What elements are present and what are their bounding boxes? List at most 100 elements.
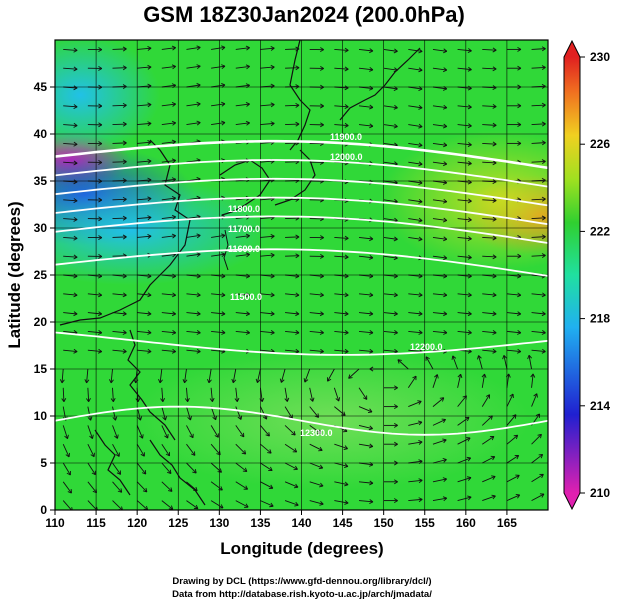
- wind-arrowhead: [171, 273, 177, 279]
- wind-arrowhead: [295, 273, 300, 279]
- wind-arrow: [211, 65, 226, 69]
- wind-arrowhead: [467, 160, 472, 166]
- wind-arrow: [309, 312, 324, 315]
- wind-arrow: [358, 406, 373, 413]
- wind-arrowhead: [527, 354, 533, 360]
- wind-arrow: [408, 105, 423, 109]
- wind-arrow: [482, 142, 497, 145]
- wind-arrowhead: [196, 292, 201, 298]
- wind-arrowhead: [64, 434, 69, 440]
- wind-arrow: [408, 400, 422, 408]
- wind-arrow: [531, 312, 546, 315]
- wind-arrow: [211, 46, 226, 50]
- wind-arrowhead: [488, 415, 493, 420]
- wind-arrowhead: [147, 311, 152, 317]
- wind-arrowhead: [98, 159, 103, 165]
- wind-arrowhead: [492, 216, 497, 222]
- wind-arrowhead: [73, 254, 78, 260]
- wind-arrowhead: [97, 311, 103, 317]
- figure-title: GSM 18Z30Jan2024 (200.0hPa): [143, 2, 465, 27]
- wind-arrowhead: [344, 254, 349, 260]
- wind-arrow: [285, 255, 300, 257]
- wind-arrow: [211, 234, 226, 238]
- wind-arrowhead: [369, 461, 374, 467]
- wind-arrowhead: [320, 235, 324, 241]
- wind-arrow: [408, 142, 423, 146]
- wind-arrowhead: [73, 292, 78, 298]
- wind-arrowhead: [541, 46, 546, 52]
- wind-arrow: [63, 86, 78, 89]
- wind-arrowhead: [492, 235, 497, 241]
- wind-arrowhead: [467, 273, 472, 279]
- wind-arrowhead: [394, 441, 398, 447]
- wind-arrow: [161, 312, 176, 315]
- wind-arrowhead: [492, 160, 497, 166]
- wind-arrowhead: [369, 123, 374, 129]
- wind-arrowhead: [147, 196, 152, 202]
- wind-arrow: [457, 395, 467, 407]
- wind-arrowhead: [73, 198, 78, 204]
- wind-arrow: [482, 199, 497, 202]
- wind-arrowhead: [318, 446, 323, 452]
- wind-arrowhead: [139, 434, 144, 439]
- contour-label-11700: 11700.0: [228, 224, 260, 234]
- wind-arrow: [186, 197, 201, 201]
- wind-arrow: [235, 47, 250, 50]
- wind-arrowhead: [219, 504, 224, 509]
- wind-arrow: [531, 473, 544, 483]
- wind-arrowhead: [196, 120, 201, 126]
- wind-arrow: [408, 330, 423, 334]
- wind-arrow: [457, 374, 462, 388]
- wind-arrow: [112, 312, 127, 315]
- wind-arrowhead: [320, 122, 324, 128]
- wind-arrow: [260, 330, 275, 334]
- wind-arrow: [63, 312, 78, 315]
- wind-arrow: [235, 235, 250, 238]
- wind-arrow: [432, 86, 447, 90]
- wind-arrowhead: [539, 493, 545, 498]
- wind-arrow: [62, 425, 68, 439]
- wind-arrowhead: [221, 273, 226, 279]
- wind-arrow: [531, 160, 546, 163]
- wind-arrow: [531, 433, 542, 445]
- wind-arrow: [334, 443, 348, 450]
- wind-arrowhead: [368, 425, 373, 431]
- wind-arrowhead: [425, 356, 430, 361]
- wind-arrowhead: [171, 292, 177, 298]
- wind-arrow: [211, 312, 226, 315]
- wind-arrowhead: [164, 434, 169, 439]
- wind-arrow: [309, 349, 324, 353]
- wind-arrow: [235, 253, 250, 257]
- wind-arrowhead: [295, 330, 300, 335]
- wind-arrow: [161, 425, 169, 439]
- wind-arrowhead: [147, 330, 152, 335]
- wind-arrow: [309, 387, 314, 402]
- wind-arrowhead: [73, 235, 78, 241]
- wind-arrow: [260, 198, 275, 201]
- wind-arrow: [482, 67, 497, 70]
- wind-arrowhead: [147, 234, 152, 239]
- coastlines: [59, 40, 421, 506]
- wind-arrow: [285, 330, 300, 334]
- wind-arrowhead: [502, 355, 507, 360]
- wind-arrow: [506, 474, 520, 483]
- wind-arrowhead: [492, 103, 497, 109]
- wind-arrowhead: [221, 311, 226, 317]
- wind-arrowhead: [294, 501, 299, 507]
- wind-arrowhead: [326, 377, 332, 382]
- wind-arrowhead: [394, 479, 398, 485]
- wind-arrow: [334, 293, 349, 296]
- wind-arrow: [506, 414, 517, 426]
- wind-arrow: [260, 406, 267, 420]
- wind-arrowhead: [393, 104, 398, 110]
- wind-arrow: [186, 159, 201, 163]
- wind-arrowhead: [122, 84, 127, 90]
- wind-arrowhead: [122, 348, 127, 354]
- wind-arrowhead: [369, 348, 374, 354]
- wind-arrowhead: [244, 503, 249, 508]
- wind-arrowhead: [492, 348, 497, 354]
- wind-arrowhead: [319, 273, 324, 279]
- wind-arrow: [309, 481, 324, 487]
- wind-arrow: [506, 293, 521, 296]
